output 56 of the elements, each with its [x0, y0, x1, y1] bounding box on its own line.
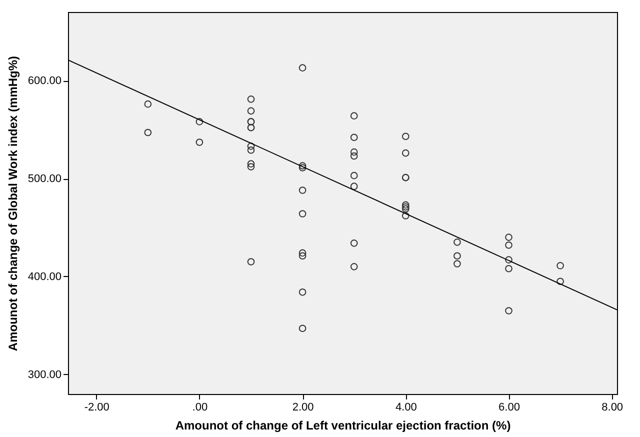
point: [350, 182, 358, 190]
point: [402, 212, 410, 220]
point: [402, 132, 410, 140]
x-tick-label: 8.00: [602, 402, 624, 414]
y-axis-title: Amounot of change of Global Work index (mmHg%): [6, 56, 20, 352]
point: [402, 205, 410, 213]
point: [298, 288, 306, 296]
point: [505, 264, 512, 272]
point: [454, 238, 461, 246]
y-tick-label: 300.00: [28, 368, 62, 381]
point: [556, 278, 564, 286]
point: [247, 163, 255, 170]
x-tick-label: 4.00: [395, 402, 417, 414]
point: [350, 172, 358, 180]
point: [247, 142, 255, 150]
point: [505, 307, 512, 314]
point: [505, 241, 512, 249]
point: [350, 148, 358, 156]
point: [454, 252, 461, 260]
point: [298, 252, 306, 260]
point: [350, 112, 358, 120]
point: [298, 64, 306, 72]
point: [350, 152, 358, 160]
point: [298, 249, 306, 257]
point: [350, 263, 358, 270]
point: [298, 324, 306, 332]
x-tick-label: 2.00: [292, 402, 314, 414]
y-tick-label: 600.00: [28, 75, 62, 88]
point: [144, 100, 152, 108]
x-tick-label: -2.00: [84, 402, 110, 414]
point: [350, 240, 358, 247]
point: [298, 164, 306, 172]
point: [196, 138, 204, 146]
point: [247, 146, 255, 154]
point: [144, 128, 152, 136]
x-tick-label: 6.00: [498, 402, 520, 414]
point: [247, 160, 255, 168]
point: [196, 118, 204, 126]
point: [505, 234, 512, 241]
x-tick-label: .00: [192, 402, 208, 414]
point: [298, 162, 306, 170]
point: [247, 96, 255, 103]
point: [454, 260, 461, 268]
point: [350, 134, 358, 142]
point: [247, 258, 255, 266]
point: [402, 149, 410, 157]
point: [298, 210, 306, 218]
point: [298, 186, 306, 194]
y-tick-label: 400.00: [28, 270, 62, 283]
x-axis-title: Amounot of change of Left ventricular ejection fraction (%): [175, 418, 511, 432]
point: [556, 262, 564, 270]
point: [505, 256, 512, 264]
point: [402, 201, 410, 209]
y-tick-label: 500.00: [28, 173, 62, 186]
point: [247, 107, 255, 115]
point: [402, 203, 410, 211]
